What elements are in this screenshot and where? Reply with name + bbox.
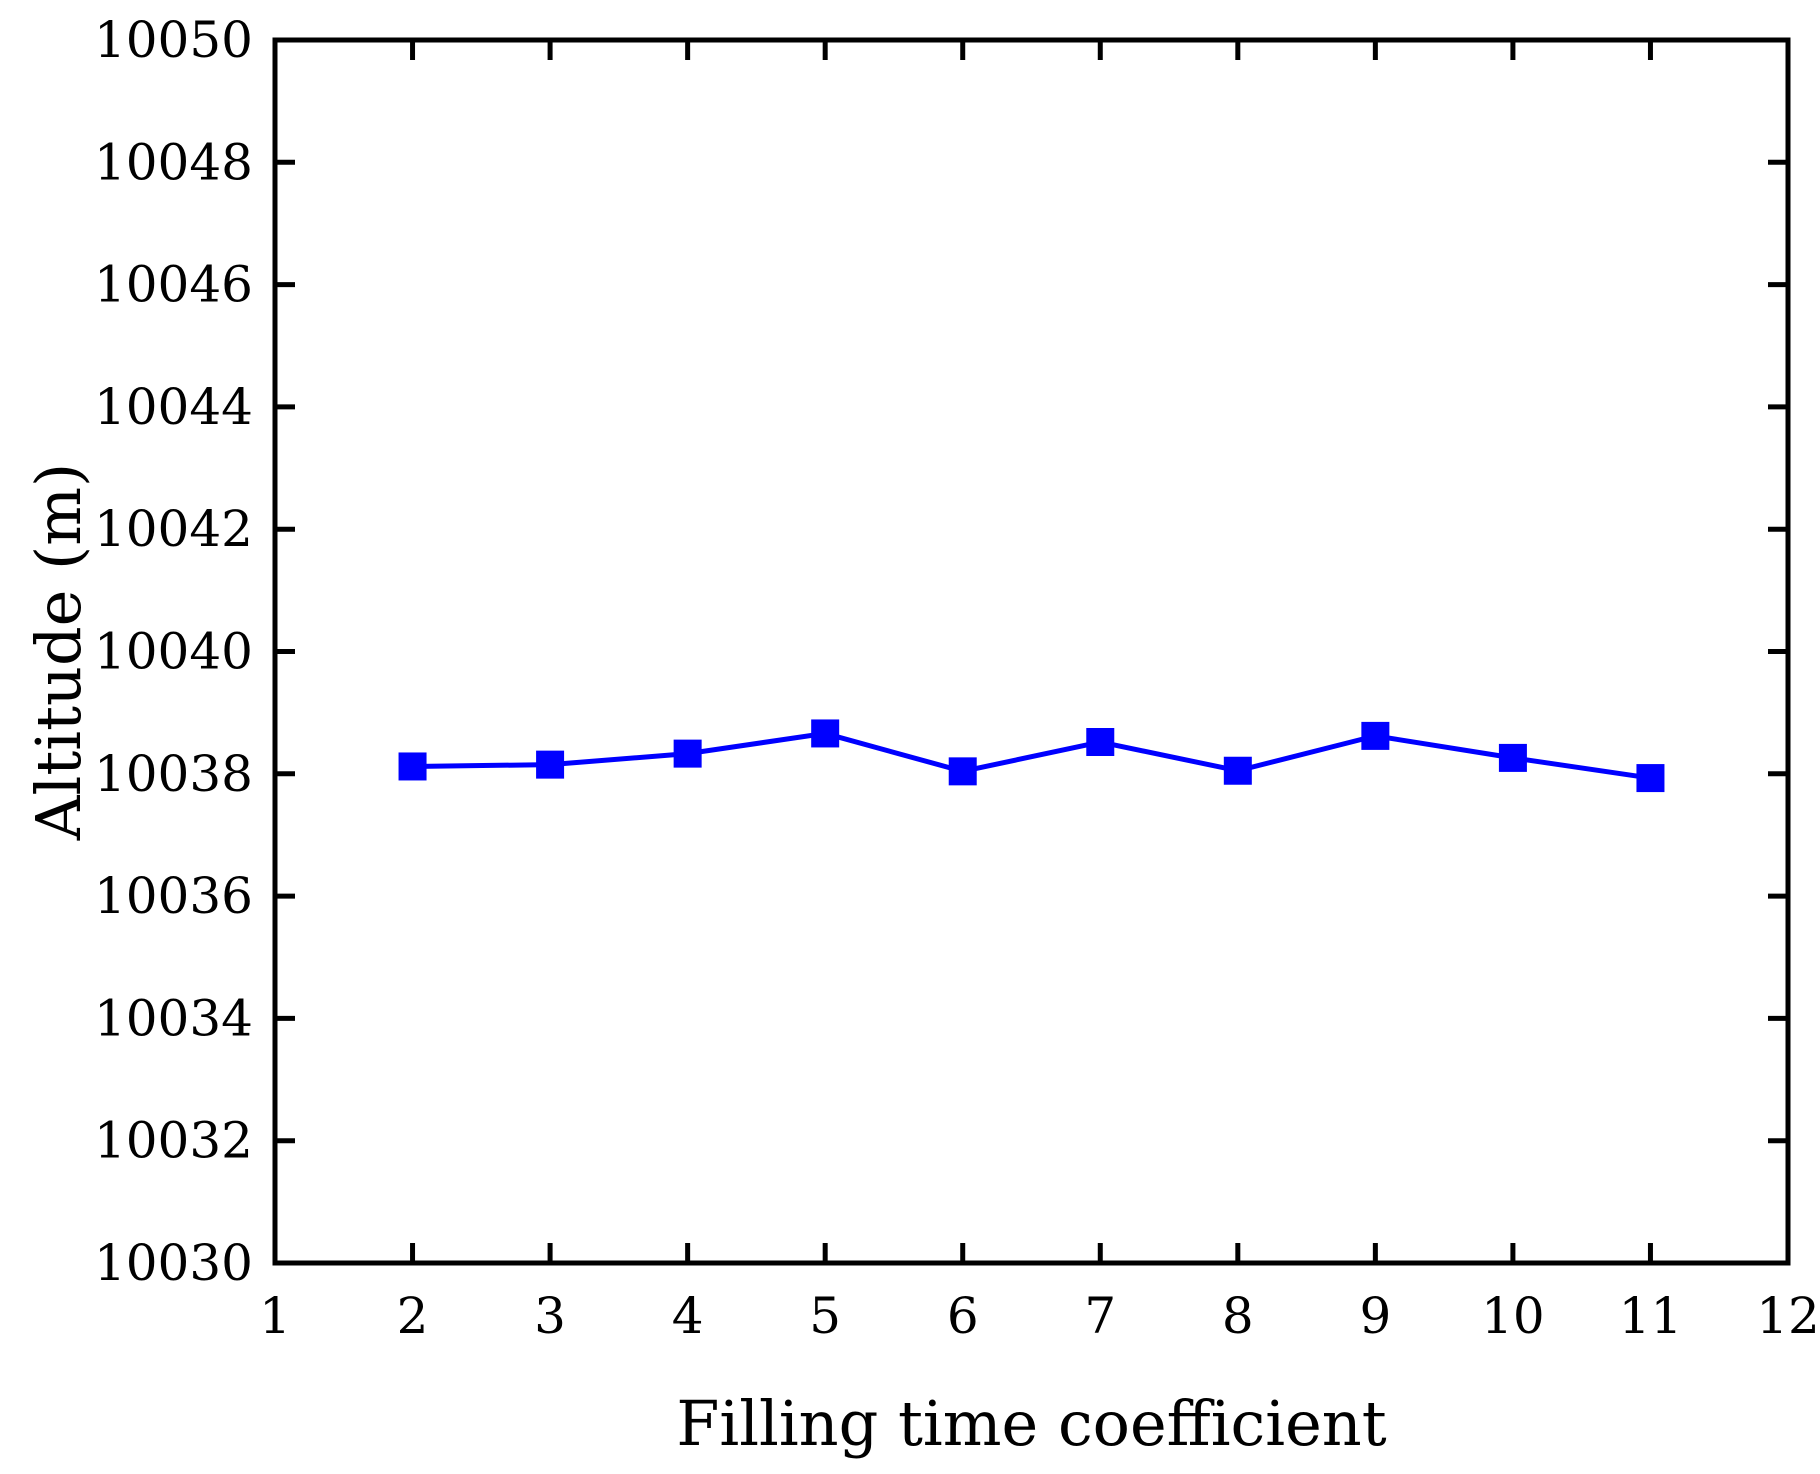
- data-point-marker: [1636, 764, 1665, 793]
- y-tick-label: 10050: [94, 11, 253, 69]
- x-tick-label: 11: [1619, 1287, 1683, 1345]
- x-tick-label: 1: [259, 1287, 291, 1345]
- y-tick-label: 10044: [94, 378, 253, 436]
- y-tick-label: 10042: [94, 500, 253, 558]
- data-point-marker: [673, 739, 702, 768]
- tick-labels-layer: 1 2 3 4 5 6 7 8 9 10 11 121003010032100341003610038…: [94, 11, 1820, 1345]
- data-point-marker: [1498, 743, 1527, 772]
- data-point-marker: [811, 719, 840, 748]
- data-point-marker: [536, 750, 565, 779]
- data-point-marker: [948, 757, 977, 786]
- y-tick-label: 10048: [94, 133, 253, 191]
- plot-frame: [272, 37, 1791, 1266]
- x-tick-label: 7: [1084, 1287, 1116, 1345]
- series-line: [412, 730, 1651, 781]
- x-tick-label: 3: [534, 1287, 566, 1345]
- y-tick-label: 10038: [94, 745, 253, 803]
- data-point-marker: [1086, 728, 1115, 757]
- series-layer: [398, 719, 1665, 793]
- ticks-layer: [272, 37, 1791, 1266]
- x-tick-label: 12: [1756, 1287, 1820, 1345]
- x-axis-title: Filling time coefficient: [676, 1387, 1386, 1460]
- data-point-marker: [398, 752, 427, 781]
- x-tick-label: 6: [947, 1287, 979, 1345]
- x-tick-label: 10: [1481, 1287, 1545, 1345]
- y-axis-title: Altitude (m): [22, 463, 95, 841]
- y-tick-label: 10032: [94, 1112, 253, 1170]
- y-tick-label: 10030: [94, 1234, 253, 1292]
- x-tick-label: 9: [1359, 1287, 1391, 1345]
- x-tick-label: 5: [809, 1287, 841, 1345]
- x-tick-label: 2: [397, 1287, 429, 1345]
- y-tick-label: 10046: [94, 256, 253, 314]
- x-tick-label: 4: [672, 1287, 704, 1345]
- data-point-marker: [1361, 721, 1390, 750]
- y-tick-label: 10036: [94, 867, 253, 925]
- x-tick-label: 8: [1222, 1287, 1254, 1345]
- data-point-marker: [1223, 756, 1252, 785]
- y-tick-label: 10034: [94, 989, 253, 1047]
- y-tick-label: 10040: [94, 623, 253, 681]
